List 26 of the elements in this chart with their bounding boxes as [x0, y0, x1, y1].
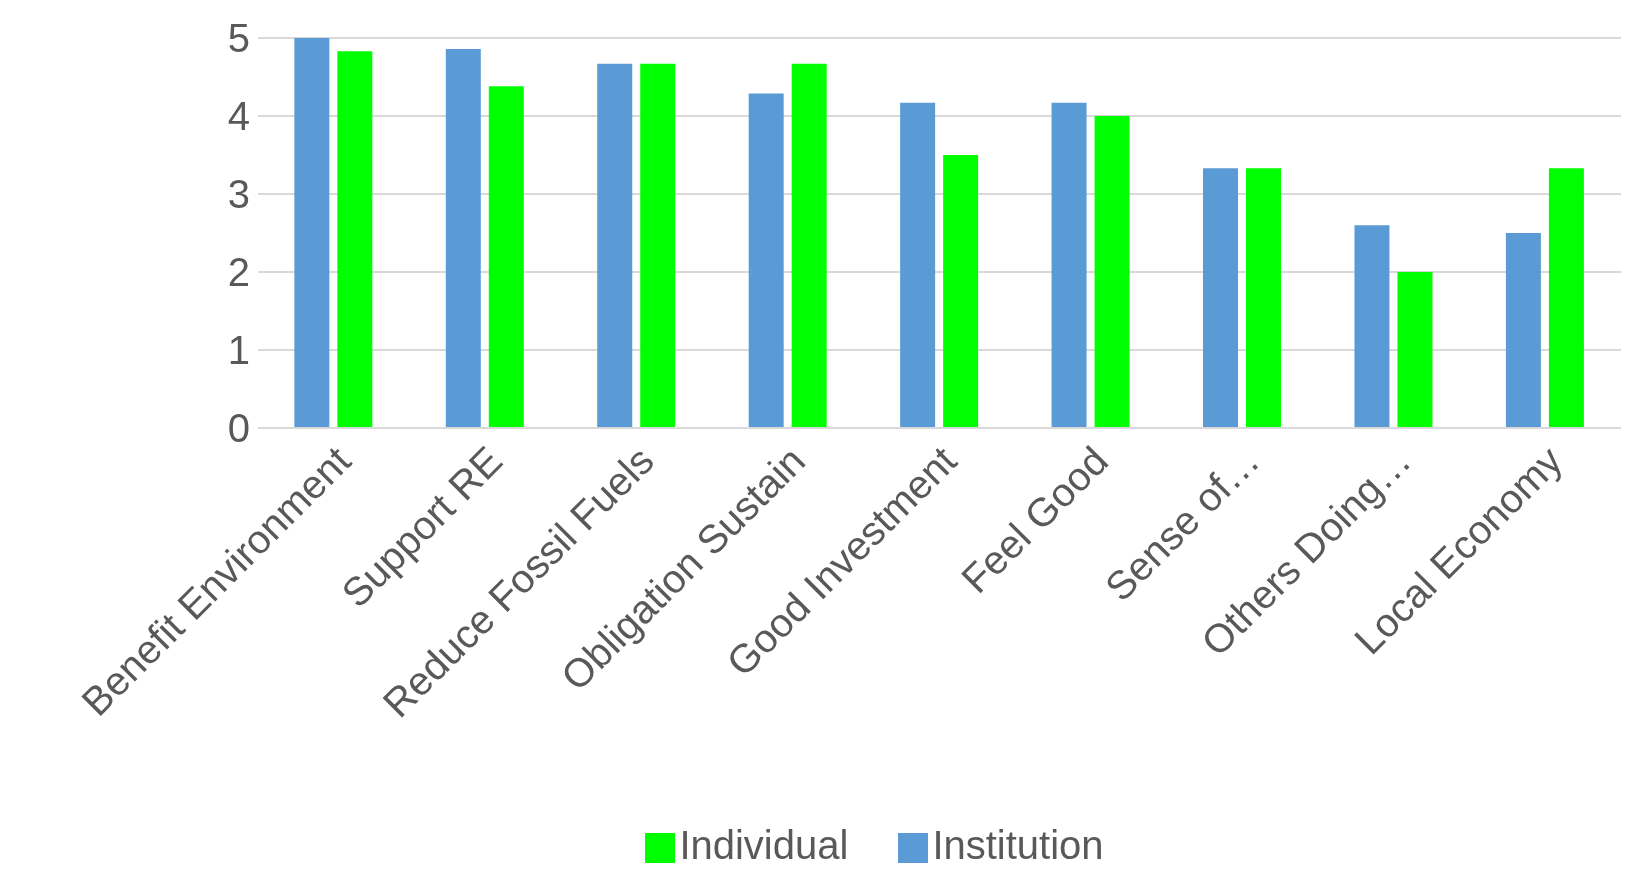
bar	[445, 48, 481, 428]
bar	[337, 51, 373, 428]
bar	[597, 63, 633, 428]
y-tick-label: 2	[227, 250, 250, 295]
bar	[1203, 168, 1239, 428]
legend-label: Individual	[679, 823, 849, 867]
y-tick-label: 0	[227, 406, 250, 451]
y-tick-label: 4	[227, 94, 250, 139]
bar	[791, 63, 827, 428]
bar	[294, 38, 330, 428]
bar	[488, 86, 524, 428]
bar	[1505, 233, 1541, 428]
bar	[900, 102, 936, 428]
legend-label: Institution	[932, 823, 1104, 867]
bar	[1051, 102, 1087, 428]
bar	[1354, 225, 1390, 428]
y-tick-label: 5	[227, 16, 250, 61]
bar	[1246, 168, 1282, 428]
bar	[1397, 272, 1433, 428]
bar	[748, 93, 784, 428]
y-tick-label: 3	[227, 172, 250, 217]
y-tick-label: 1	[227, 328, 250, 373]
bar	[1548, 168, 1584, 428]
bar	[640, 63, 676, 428]
bar	[943, 155, 979, 428]
bar	[1094, 116, 1130, 428]
